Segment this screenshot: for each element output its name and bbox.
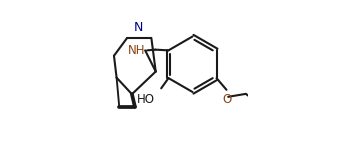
Text: O: O [223, 93, 232, 106]
Text: NH: NH [128, 44, 146, 57]
Text: HO: HO [137, 93, 155, 106]
Text: N: N [133, 21, 143, 34]
